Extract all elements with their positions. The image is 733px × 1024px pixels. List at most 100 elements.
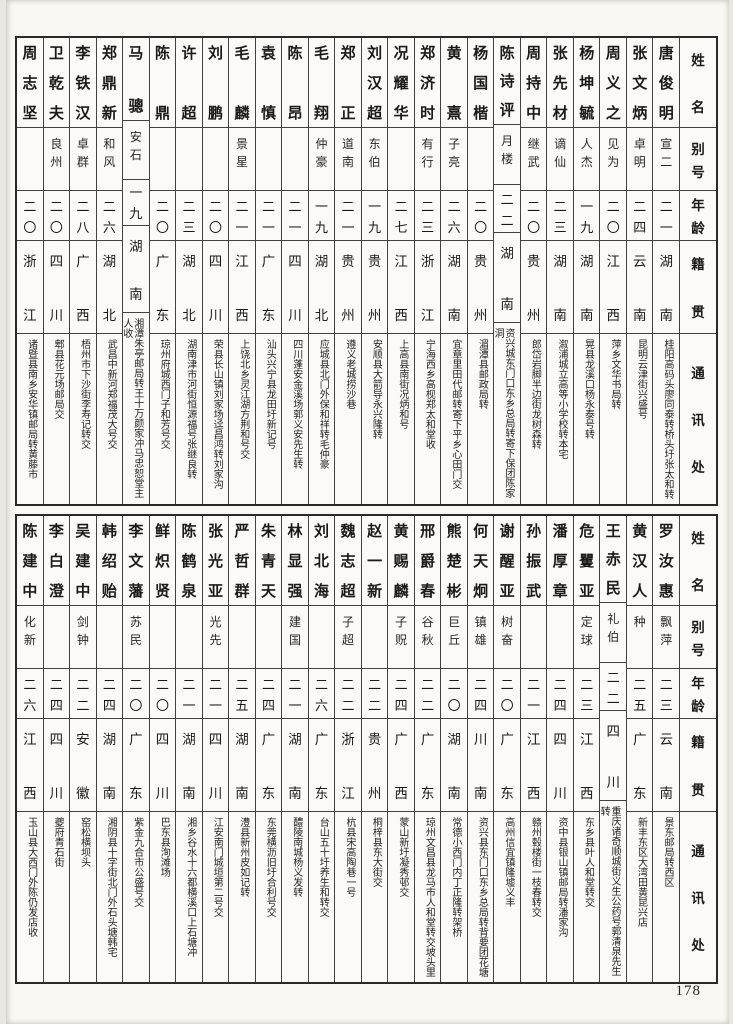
entry-age-cell: 一九: [573, 191, 600, 241]
entry-origin-cell: 安徽: [70, 719, 96, 812]
column-header-age: 年龄: [680, 669, 716, 719]
entry-origin-cell: 湖南: [441, 719, 467, 812]
entry-address-cell: 宁海西乡高枧郑太和堂收: [423, 339, 435, 449]
entry-alias-cell: 卓明: [626, 128, 653, 191]
entry-name-cell: 刘汉超: [361, 38, 388, 128]
entry-name-cell: 林显强: [282, 516, 308, 606]
entry-name-cell: 郑正: [335, 38, 361, 128]
entry-age-cell: 二一: [282, 191, 308, 241]
entry-origin-cell: 湖南: [229, 719, 255, 812]
entry-address-cell: 上饶北乡灵江湖方荆和号交: [237, 339, 249, 459]
column-header-origin: 籍贯: [680, 241, 716, 334]
entry-address-cell: 宜章里田代邮转寄下平乡心田门交: [449, 339, 461, 489]
entry-address-cell: 桂阳高码头廖同泰转桥头圩张太和转: [662, 339, 673, 499]
entry-alias-cell: 和风: [96, 128, 123, 191]
entry-name-cell: 卫乾夫: [43, 38, 70, 128]
entry-age-cell: 一九: [308, 191, 335, 241]
entry-alias-cell: 种: [626, 606, 653, 669]
entry-column: 严哲群二五湖南澧县新州皮如记转: [228, 516, 255, 982]
entry-address-cell: 昆明云津街兴盛号: [635, 339, 647, 419]
entry-address-cell: 郫县花元场邮局交: [52, 339, 64, 419]
entry-origin-cell: 江西: [573, 719, 600, 812]
entry-age-cell: 二二: [361, 669, 388, 719]
entry-address-cell: 东莞横沥旧圩合利号交: [264, 817, 276, 917]
entry-age-cell: 一九: [123, 180, 149, 226]
entry-name-cell: 毛翔: [308, 38, 335, 128]
entry-name-cell: 袁慎: [255, 38, 282, 128]
entry-origin-cell: 湖南: [547, 241, 573, 334]
entry-column: 马骢安石一九湖南湘潭朱亭邮局转王十万颜家冲马忠恕堂主人收: [122, 38, 149, 504]
entry-alias-cell: [149, 606, 176, 669]
entry-alias-cell: 道南: [335, 128, 361, 191]
entry-age-cell: 二〇: [494, 669, 520, 719]
entry-column: 刘鹏二〇四川荣县长山镇刘家场迳昌鸿转刘家沟: [201, 38, 229, 504]
entry-address-cell: 江安南门城垣第二号交: [211, 817, 223, 917]
entry-age-cell: 二八: [70, 191, 96, 241]
entry-age-cell: 二四: [255, 669, 282, 719]
entry-address-cell: 重庆诸奇顺城街义生公药号郭清泉先生转: [600, 806, 620, 977]
entry-origin-cell: 四川: [202, 241, 229, 334]
entry-origin-cell: 四川: [43, 719, 70, 812]
entry-column: 邢爵春谷秋二二广东琼州文昌县龙马市人和堂转交坡头里: [413, 516, 441, 982]
entry-age-cell: 二二: [335, 669, 361, 719]
entry-origin-cell: 湖南: [176, 719, 202, 812]
entry-alias-cell: 子贶: [388, 606, 414, 669]
entry-origin-cell: 贵州: [361, 719, 388, 812]
entry-origin-cell: 湖北: [176, 241, 202, 334]
entry-address-cell: 巴东县洵滩场: [158, 817, 170, 877]
entry-name-cell: 朱青天: [255, 516, 282, 606]
entry-address-cell: 萍乡文华书局转: [608, 339, 620, 409]
entry-address-cell: 新丰东区大湾田黄昆兴店: [635, 817, 647, 927]
entry-age-cell: 二〇: [149, 191, 176, 241]
entry-alias-cell: 巨丘: [441, 606, 467, 669]
entry-column: 况耀华二七江西上高县南街况炳和号: [387, 38, 414, 504]
entry-address-cell: 桐梓县东大街交: [370, 817, 382, 887]
entry-alias-cell: [255, 128, 282, 191]
entry-name-cell: 熊楚彬: [441, 516, 467, 606]
entry-alias-cell: [96, 606, 123, 669]
entry-name-cell: 周义之: [600, 38, 626, 128]
entry-name-cell: 李文藩: [123, 516, 149, 606]
entry-address-cell: 遵义老城捞沙巷: [343, 339, 355, 409]
entry-alias-cell: 月楼: [494, 125, 520, 186]
entry-origin-cell: 湖南: [123, 226, 149, 313]
entry-name-cell: 严哲群: [229, 516, 255, 606]
entry-name-cell: 黄熹: [441, 38, 467, 128]
entry-origin-cell: 江西: [520, 719, 547, 812]
entry-alias-cell: 继武: [520, 128, 547, 191]
entry-alias-cell: 谷秋: [414, 606, 441, 669]
entry-column: 潘厚章二四四川资中县银山镇邮局转潘家沟: [546, 516, 573, 982]
entry-name-cell: 陈诗评: [494, 38, 520, 125]
column-header-origin: 籍贯: [680, 719, 716, 812]
entry-alias-cell: 见为: [600, 128, 626, 191]
entry-origin-cell: 四川: [600, 711, 626, 802]
entry-origin-cell: 广东: [123, 719, 149, 812]
entry-column: 许超二三湖北湖南津市河街恒源福号张继良转: [175, 38, 202, 504]
entry-age-cell: 二一: [653, 191, 679, 241]
entry-origin-cell: 江西: [229, 241, 255, 334]
entry-age-cell: 二四: [96, 669, 123, 719]
entry-age-cell: 二二: [494, 185, 520, 234]
entry-age-cell: 二一: [229, 191, 255, 241]
entry-column: 刘汉超东伯一九贵州安顺县大箭导永兴隆转: [360, 38, 388, 504]
entry-column: 王赤民礼伯二二四川重庆诸奇顺城街义生公药号郭清泉先生转: [599, 516, 626, 982]
entry-age-cell: 二一: [520, 669, 547, 719]
entry-origin-cell: 云南: [626, 241, 653, 334]
entry-age-cell: 二六: [441, 191, 467, 241]
entry-column: 陈诗评月楼二二湖南资兴城东门口东乡总局转寄下保团陈家洞: [493, 38, 520, 504]
entry-address-cell: 东乡县叶人和堂转交: [582, 817, 594, 907]
entry-name-cell: 何天炯: [467, 516, 494, 606]
entry-alias-cell: 仲豪: [308, 128, 335, 191]
entry-column: 陈鼎二〇广东琼州府城西门子和芳号交: [148, 38, 176, 504]
entry-age-cell: 二一: [335, 191, 361, 241]
entry-origin-cell: 贵州: [520, 241, 547, 334]
entry-name-cell: 韩绍贻: [96, 516, 123, 606]
entry-origin-cell: 江西: [388, 241, 414, 334]
entry-column: 黄汉人种二五广东新丰东区大湾田黄昆兴店: [625, 516, 653, 982]
entry-alias-cell: 人杰: [573, 128, 600, 191]
entry-address-cell: 郎岱岩脚半边街龙树森转: [529, 339, 541, 449]
entry-origin-cell: 广东: [414, 719, 441, 812]
entry-name-cell: 魏志超: [335, 516, 361, 606]
entry-alias-cell: [17, 128, 43, 191]
entry-address-cell: 琼州文昌县龙马市人和堂转交坡头里: [423, 817, 435, 977]
